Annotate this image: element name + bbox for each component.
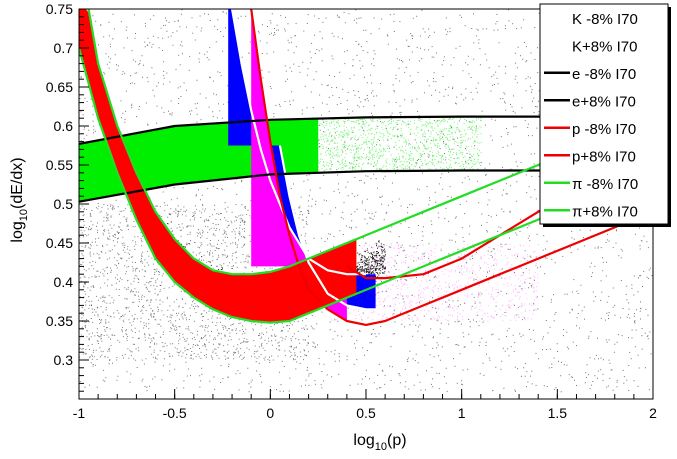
proton-band <box>251 9 347 321</box>
proton-minus-curve <box>250 9 653 326</box>
scatter-cloud <box>79 9 653 393</box>
legend-box <box>539 3 669 225</box>
scatter-kaon-tail <box>327 243 540 322</box>
legend-label: π -8% I70 <box>572 176 638 193</box>
y-tick-label: 0.5 <box>54 196 74 212</box>
x-axis-title: log10(p) <box>353 432 406 453</box>
legend: K -8% I70 K+8% I70 e -8% I70 e+8% I70 p -8% … <box>539 3 671 227</box>
x-tick-label: 0.5 <box>356 405 376 421</box>
y-tick-label: 0.65 <box>46 79 73 95</box>
y-tick-label: 0.7 <box>54 40 74 56</box>
y-axis-title-rest: (dE/dx) <box>9 157 26 209</box>
y-axis-title: log10(dE/dx) <box>9 157 30 242</box>
y-axis-title-main: log <box>9 221 26 242</box>
legend-label: K+8% I70 <box>572 38 637 55</box>
x-tick-label: -0.5 <box>163 405 187 421</box>
y-tick-label: 0.75 <box>46 1 73 17</box>
x-axis-title-main: log <box>353 432 374 449</box>
x-axis-title-sub: 10 <box>375 441 387 453</box>
y-tick-label: 0.45 <box>46 235 73 251</box>
y-tick-label: 0.55 <box>46 157 73 173</box>
y-tick-label: 0.3 <box>54 352 74 368</box>
x-tick-label: 2 <box>649 405 657 421</box>
legend-label: e -8% I70 <box>572 66 636 83</box>
pion-band <box>79 9 357 323</box>
axes: -1 -0.5 0 0.5 1 1.5 2 0.3 0.35 0.4 0.45 0.5 0.55 0.6 0… <box>46 1 657 421</box>
legend-label: π+8% I70 <box>572 203 638 220</box>
kaon-minus-curve <box>278 145 386 311</box>
x-tick-label: -1 <box>73 405 86 421</box>
y-tick-label: 0.6 <box>54 118 74 134</box>
legend-label: p -8% I70 <box>572 121 636 138</box>
pion-minus-curve <box>79 47 577 324</box>
y-axis-title-sub: 10 <box>18 209 30 221</box>
kaon-band <box>228 9 376 310</box>
x-tick-label: 1 <box>458 405 466 421</box>
x-tick-label: 0 <box>266 405 274 421</box>
pion-plus-curve <box>87 9 577 276</box>
x-tick-label: 1.5 <box>548 405 568 421</box>
y-tick-label: 0.35 <box>46 313 73 329</box>
legend-label: K -8% I70 <box>572 11 638 28</box>
kaon-plus-curve <box>231 9 366 276</box>
x-axis-title-rest: (p) <box>387 432 407 449</box>
legend-label: p+8% I70 <box>572 148 636 165</box>
y-tick-label: 0.4 <box>54 274 74 290</box>
legend-label: e+8% I70 <box>572 93 636 110</box>
